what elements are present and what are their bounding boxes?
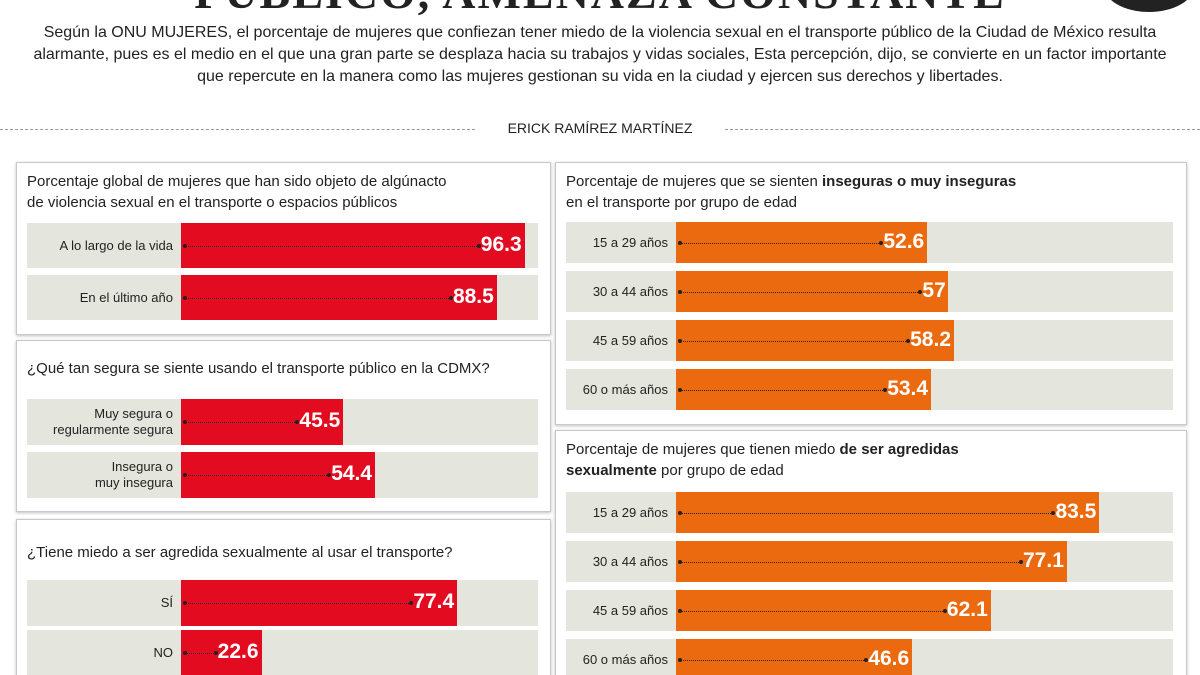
- chart-panel: Porcentaje global de mujeres que han sid…: [16, 162, 551, 335]
- category-label: 45 a 59 años: [592, 602, 668, 618]
- value-label: 83.5: [1055, 499, 1097, 523]
- value-label: 53.4: [887, 376, 929, 400]
- leader-dot: [213, 651, 218, 655]
- leader-line: [680, 659, 867, 661]
- category-label: En el último año: [79, 289, 173, 305]
- category-label: 15 a 29 años: [592, 234, 668, 250]
- leader-dot: [1051, 510, 1056, 515]
- leader-line: [680, 389, 886, 391]
- category-label: Muy segura o regularmente segura: [53, 406, 173, 437]
- category-label: 60 o más años: [582, 651, 668, 667]
- leader-dot: [476, 243, 481, 248]
- title-part: Porcentaje de mujeres que se sienten: [566, 173, 822, 190]
- author: ERICK RAMÍREZ MARTÍNEZ: [507, 120, 693, 136]
- category-label: NO: [153, 645, 174, 660]
- leader-dot: [1019, 559, 1023, 564]
- value-label: 58.2: [910, 327, 951, 351]
- leader-dot: [678, 559, 682, 564]
- leader-dot: [183, 243, 187, 248]
- value-label: 54.4: [331, 462, 373, 485]
- bar: [676, 639, 913, 675]
- leader-dot: [183, 420, 187, 424]
- leader-dot: [183, 473, 187, 477]
- title-part: ¿Qué tan segura se siente usando el tran…: [27, 360, 490, 377]
- category-label: SÍ: [160, 595, 173, 610]
- leader-line: [680, 291, 921, 293]
- leader-dot: [409, 601, 414, 605]
- title-part: en el transporte por grupo de edad: [566, 194, 797, 211]
- category-label: 30 a 44 años: [592, 283, 668, 299]
- chart-panel: ¿Qué tan segura se siente usando el tran…: [16, 340, 551, 512]
- value-label: 46.6: [868, 646, 910, 670]
- divider: [725, 129, 1200, 130]
- leader-line: [185, 245, 479, 247]
- leader-line: [185, 653, 216, 654]
- leader-dot: [864, 657, 869, 662]
- leader-dot: [678, 289, 682, 294]
- value-label: 52.6: [883, 229, 925, 253]
- category-label: 30 a 44 años: [592, 553, 668, 569]
- leader-line: [185, 297, 451, 299]
- intro-text: Según la ONU MUJERES, el porcentaje de m…: [33, 24, 1167, 85]
- chart-panel: ¿Tiene miedo a ser agredida sexualmente …: [16, 519, 551, 675]
- chart-title: Porcentaje global de mujeres que han sid…: [27, 171, 446, 213]
- category-label: 60 o más años: [582, 381, 668, 397]
- value-label: 96.3: [480, 232, 522, 256]
- leader-dot: [678, 338, 682, 343]
- leader-line: [185, 603, 412, 604]
- leader-line: [680, 561, 1021, 563]
- leader-dot: [678, 240, 682, 245]
- value-label: 77.4: [413, 590, 455, 613]
- leader-dot: [678, 510, 682, 515]
- chart-title: Porcentaje de mujeres que tienen miedo d…: [566, 439, 959, 481]
- chart-panel: Porcentaje de mujeres que tienen miedo d…: [555, 430, 1187, 675]
- leader-dot: [327, 473, 332, 477]
- leader-dot: [678, 387, 682, 392]
- leader-line: [680, 610, 945, 612]
- value-label: 57: [922, 278, 946, 302]
- leader-dot: [942, 608, 947, 613]
- title-part: de ser agredidas sexualmente: [566, 441, 959, 479]
- leader-dot: [906, 338, 911, 343]
- title-part: por grupo de edad: [656, 462, 784, 479]
- leader-line: [680, 242, 882, 244]
- title-part: Porcentaje global de mujeres que han sid…: [27, 173, 447, 211]
- chart-panel: Porcentaje de mujeres que se sienten ins…: [555, 162, 1187, 425]
- headline: PÚBLICO, AMENAZA CONSTANTE: [0, 0, 1200, 16]
- leader-dot: [295, 420, 300, 424]
- leader-line: [185, 422, 298, 423]
- leader-dot: [183, 601, 187, 605]
- leader-dot: [678, 608, 682, 613]
- title-part: inseguras o muy inseguras: [822, 173, 1017, 190]
- value-label: 62.1: [946, 597, 988, 621]
- leader-dot: [448, 295, 453, 300]
- value-label: 88.5: [452, 284, 494, 308]
- value-label: 77.1: [1023, 548, 1064, 572]
- leader-dot: [678, 657, 682, 662]
- value-label: 22.6: [217, 640, 259, 663]
- chart-title: ¿Qué tan segura se siente usando el tran…: [27, 358, 490, 379]
- leader-dot: [883, 387, 888, 392]
- leader-dot: [879, 240, 884, 245]
- category-label: 15 a 29 años: [592, 504, 668, 520]
- title-part: ¿Tiene miedo a ser agredida sexualmente …: [27, 544, 453, 561]
- category-label: Insegura o muy insegura: [94, 459, 173, 490]
- leader-line: [680, 340, 909, 342]
- chart-title: Porcentaje de mujeres que se sienten ins…: [566, 171, 1016, 213]
- title-part: Porcentaje de mujeres que tienen miedo: [566, 441, 840, 458]
- category-label: 45 a 59 años: [592, 332, 668, 348]
- leader-dot: [183, 295, 187, 300]
- leader-line: [680, 512, 1054, 514]
- leader-dot: [918, 289, 923, 294]
- category-label: A lo largo de la vida: [59, 237, 173, 253]
- bar: [181, 630, 262, 675]
- bar-track: [27, 630, 538, 675]
- value-label: 45.5: [299, 409, 341, 432]
- leader-dot: [183, 651, 187, 655]
- chart-title: ¿Tiene miedo a ser agredida sexualmente …: [27, 542, 453, 563]
- leader-line: [185, 475, 330, 476]
- divider: [0, 129, 475, 130]
